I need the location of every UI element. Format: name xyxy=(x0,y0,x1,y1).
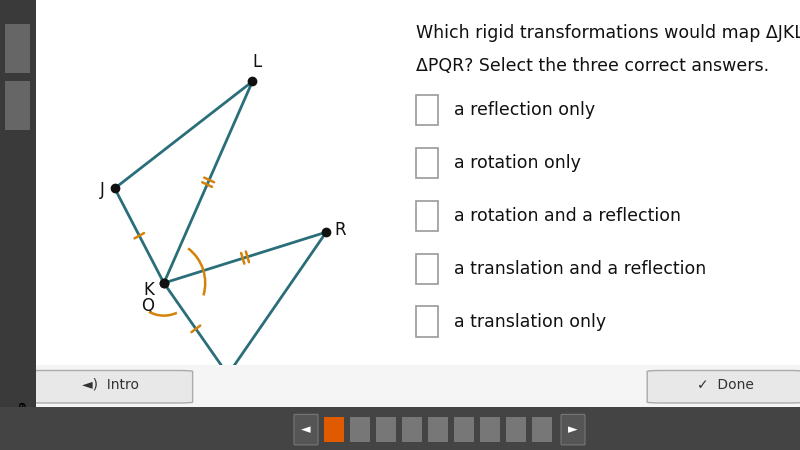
Text: ΔPQR? Select the three correct answers.: ΔPQR? Select the three correct answers. xyxy=(416,57,769,75)
Bar xyxy=(376,418,396,442)
FancyBboxPatch shape xyxy=(561,414,585,445)
FancyBboxPatch shape xyxy=(416,306,438,337)
Bar xyxy=(506,418,526,442)
Text: ✓  Done: ✓ Done xyxy=(698,378,754,392)
Bar xyxy=(428,418,448,442)
Bar xyxy=(324,418,344,442)
Bar xyxy=(532,418,552,442)
Text: ◄)  Intro: ◄) Intro xyxy=(82,378,139,392)
Text: ►: ► xyxy=(568,423,578,436)
Text: Which rigid transformations would map ΔJKL onto: Which rigid transformations would map ΔJ… xyxy=(416,24,800,42)
FancyBboxPatch shape xyxy=(416,94,438,125)
FancyBboxPatch shape xyxy=(416,253,438,284)
Text: J: J xyxy=(100,181,105,199)
Bar xyxy=(454,418,474,442)
Text: Q: Q xyxy=(141,297,154,315)
Text: L: L xyxy=(253,53,262,71)
Bar xyxy=(480,418,500,442)
Text: a rotation and a reflection: a rotation and a reflection xyxy=(454,207,681,225)
Text: P: P xyxy=(225,385,235,403)
FancyBboxPatch shape xyxy=(416,201,438,231)
Text: a translation and a reflection: a translation and a reflection xyxy=(454,260,706,278)
FancyBboxPatch shape xyxy=(6,24,30,73)
Text: a translation only: a translation only xyxy=(454,313,606,331)
Text: R: R xyxy=(334,221,346,239)
Bar xyxy=(350,418,370,442)
Text: K: K xyxy=(143,281,154,299)
Text: ◄: ◄ xyxy=(301,423,311,436)
Text: a rotation only: a rotation only xyxy=(454,154,581,172)
FancyBboxPatch shape xyxy=(416,148,438,178)
FancyBboxPatch shape xyxy=(28,370,193,403)
FancyBboxPatch shape xyxy=(6,81,30,130)
FancyBboxPatch shape xyxy=(647,370,800,403)
Text: a reflection only: a reflection only xyxy=(454,101,595,119)
FancyBboxPatch shape xyxy=(294,414,318,445)
Bar xyxy=(402,418,422,442)
